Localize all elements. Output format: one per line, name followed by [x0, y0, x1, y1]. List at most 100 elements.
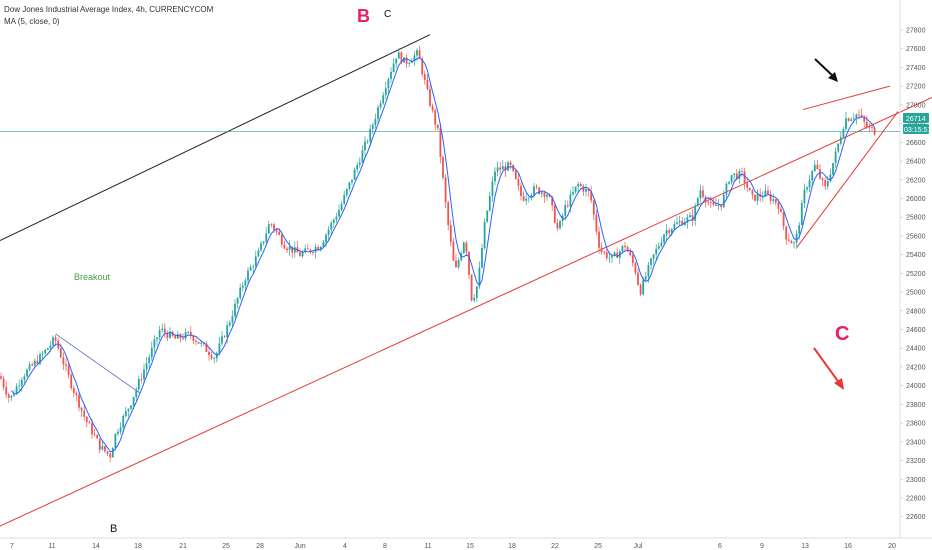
candle — [655, 244, 658, 261]
candle — [839, 131, 842, 146]
candle — [280, 231, 283, 248]
candle — [239, 283, 242, 301]
candle — [481, 243, 483, 269]
price-axis[interactable]: 22600 22800 23000 23200 23400 23600 23800 24000… — [899, 0, 926, 538]
candle — [62, 352, 65, 371]
candle — [75, 391, 78, 402]
candle — [782, 211, 785, 231]
candle — [41, 350, 44, 360]
candle — [553, 202, 556, 224]
candle — [816, 159, 819, 170]
time-axis[interactable]: 7 11 14 18 21 25 28 Jun 4 8 11 15 18 22 25 Jul 6 9 13 16 20 — [0, 537, 932, 550]
candle — [683, 217, 686, 226]
chart-legend: Dow Jones Industrial Average Index, 4h, … — [4, 4, 213, 28]
candle — [465, 240, 468, 256]
y-tick-label: 23200 — [906, 458, 926, 465]
candle — [702, 185, 704, 200]
candle — [52, 335, 54, 349]
candle — [629, 248, 632, 257]
candle — [286, 246, 288, 253]
candle — [288, 240, 291, 256]
candle — [486, 210, 489, 223]
candle — [678, 215, 681, 227]
lower-channel-line — [0, 96, 932, 527]
candle — [447, 200, 450, 231]
candle — [104, 445, 106, 454]
candle — [174, 333, 177, 339]
candle — [150, 341, 153, 361]
candle — [694, 203, 697, 226]
candle — [660, 236, 663, 248]
candle — [265, 227, 268, 247]
candle — [241, 281, 244, 292]
candle — [260, 240, 262, 253]
x-tick-label: 8 — [383, 543, 387, 550]
candle — [621, 245, 624, 254]
candle — [582, 184, 585, 196]
candle — [356, 162, 359, 174]
candle — [488, 191, 491, 212]
candle — [728, 180, 730, 185]
candle — [806, 185, 808, 193]
candle — [390, 67, 392, 84]
candle — [689, 212, 691, 218]
candle — [418, 45, 421, 59]
candle — [80, 407, 83, 417]
candle — [221, 331, 223, 347]
candle — [228, 320, 231, 328]
candle — [140, 373, 143, 384]
candle — [130, 404, 132, 411]
candle — [865, 115, 868, 130]
candle — [384, 81, 387, 100]
candle — [327, 226, 330, 241]
y-tick-label: 25600 — [906, 233, 926, 240]
candle — [223, 334, 226, 339]
candle — [696, 196, 699, 208]
candle — [169, 327, 171, 339]
candle — [720, 205, 723, 211]
candle — [577, 181, 580, 193]
candle — [691, 209, 694, 227]
candle — [78, 392, 80, 412]
candle — [408, 61, 411, 68]
wave-label-b-top: B — [357, 6, 370, 26]
symbol-title[interactable]: Dow Jones Industrial Average Index, 4h, … — [4, 5, 214, 14]
candle — [119, 422, 122, 435]
candle — [772, 193, 775, 204]
indicator-label[interactable]: MA (5, close, 0) — [4, 17, 60, 26]
candle — [509, 160, 512, 170]
candle — [813, 160, 816, 172]
candle — [275, 228, 278, 236]
candle — [358, 157, 361, 168]
candle — [748, 187, 751, 191]
candle — [98, 438, 101, 454]
candle — [741, 167, 743, 178]
candle — [270, 223, 273, 228]
candle — [743, 167, 746, 190]
candle — [114, 433, 117, 451]
y-tick-label: 27400 — [906, 65, 926, 72]
candle — [143, 363, 145, 384]
candle — [249, 264, 252, 272]
x-tick-label: 20 — [888, 543, 896, 550]
candle — [369, 124, 372, 147]
x-tick-label: 25 — [222, 543, 230, 550]
candle — [205, 341, 208, 353]
y-tick-label: 25800 — [906, 215, 926, 222]
x-tick-label: 6 — [718, 543, 722, 550]
y-tick-label: 24600 — [906, 327, 926, 334]
ma-line — [11, 57, 876, 453]
candle — [387, 77, 390, 95]
candle — [254, 250, 257, 270]
candle — [31, 362, 34, 367]
wave-label-c-right: C — [835, 323, 849, 345]
candle — [39, 351, 41, 366]
candle — [587, 188, 590, 197]
candle — [306, 243, 309, 250]
candle — [426, 74, 429, 91]
y-tick-label: 26200 — [906, 177, 926, 184]
candle — [46, 347, 49, 351]
candle — [512, 164, 515, 173]
candle — [499, 161, 502, 175]
